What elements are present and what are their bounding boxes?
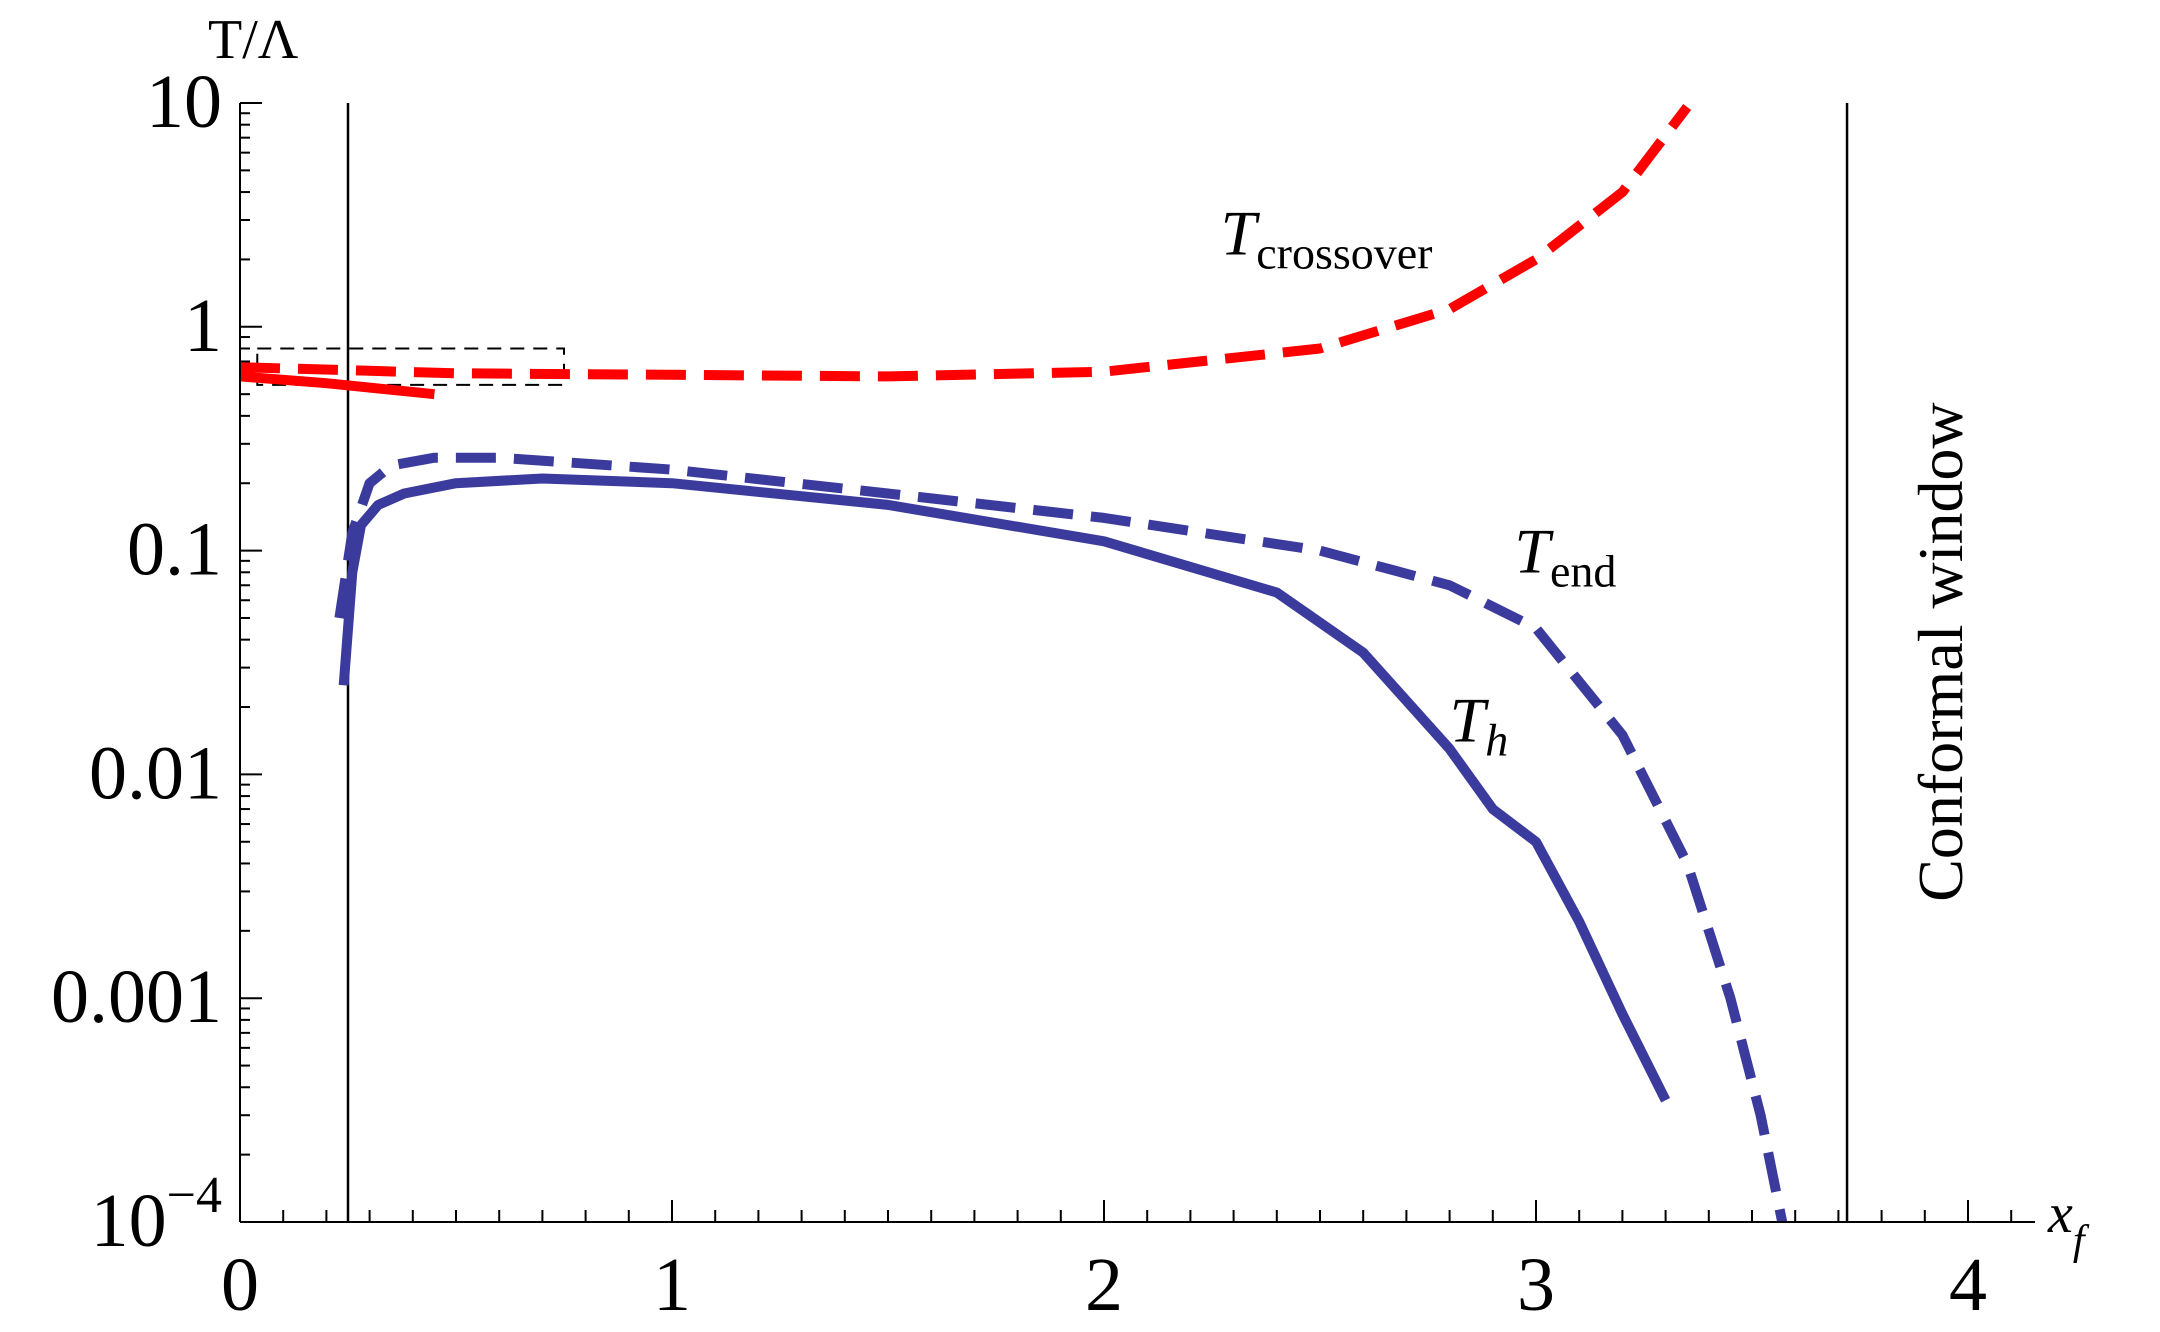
- y-axis-label: T/Λ: [208, 9, 299, 71]
- y-tick-labels: 10 1 0.1 0.01 0.001 10−4: [51, 60, 222, 1263]
- x-axis-label: xf: [2047, 1183, 2090, 1264]
- curve-label-end: Tend: [1514, 515, 1616, 596]
- curve-label-h: Th: [1450, 685, 1509, 766]
- series-h: [338, 473, 1671, 1103]
- y-tick-label: 0.1: [127, 508, 222, 592]
- y-tick-label: 10: [146, 60, 222, 144]
- y-tick-label: 0.01: [89, 731, 222, 815]
- curve-labels: Tcrossover Tend Th: [1221, 198, 1617, 766]
- x-tick-label: 2: [1085, 1243, 1123, 1327]
- series-crossover_short: [239, 371, 435, 400]
- x-tick-label: 4: [1949, 1243, 1987, 1327]
- x-tick-label: 1: [653, 1243, 691, 1327]
- x-tick-label: 0: [221, 1243, 259, 1327]
- vertical-lines: [346, 103, 1849, 1222]
- x-tick-label: 3: [1517, 1243, 1555, 1327]
- x-axis-label-sub: f: [2073, 1218, 2090, 1264]
- curve-label-crossover: Tcrossover: [1221, 198, 1433, 279]
- y-tick-label: 1: [184, 284, 222, 368]
- axes: [239, 103, 2035, 1223]
- x-axis-label-main: x: [2047, 1183, 2073, 1245]
- series-end: [334, 452, 1788, 1223]
- conformal-window-label: Conformal window: [1905, 402, 1976, 902]
- series-layer: [239, 103, 1788, 1223]
- series-crossover: [239, 103, 1692, 382]
- x-tick-labels: 0 1 2 3 4: [221, 1243, 1987, 1327]
- y-tick-label: 10−4: [91, 1167, 222, 1263]
- y-tick-label: 0.001: [51, 955, 222, 1039]
